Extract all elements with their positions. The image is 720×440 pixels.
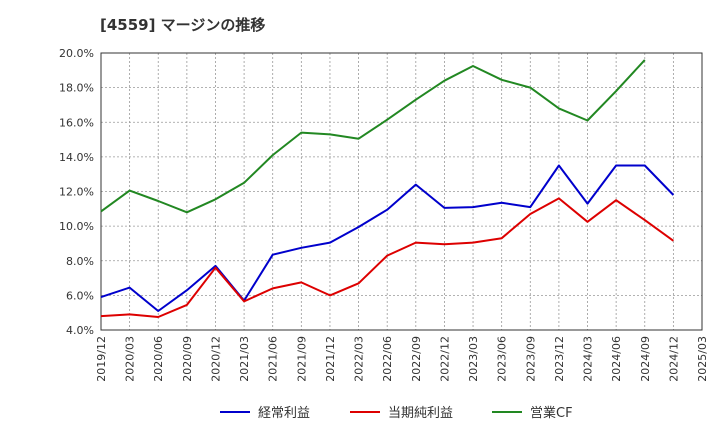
x-tick-label: 2025/03 bbox=[696, 336, 709, 382]
grid bbox=[100, 52, 703, 331]
series-lines bbox=[100, 59, 675, 318]
x-tick-label: 2020/03 bbox=[124, 336, 137, 382]
x-tick-label: 2021/06 bbox=[267, 336, 280, 382]
y-tick-label: 8.0% bbox=[66, 255, 94, 268]
y-tick-label: 16.0% bbox=[59, 116, 94, 129]
x-tick-label: 2020/12 bbox=[209, 336, 222, 382]
y-tick-label: 12.0% bbox=[59, 186, 94, 199]
x-tick-label: 2022/12 bbox=[438, 336, 451, 382]
x-tick-label: 2024/09 bbox=[639, 336, 652, 382]
x-tick-label: 2020/06 bbox=[152, 336, 165, 382]
x-tick-label: 2021/09 bbox=[295, 336, 308, 382]
x-tick-label: 2023/06 bbox=[496, 336, 509, 382]
x-tick-label: 2023/12 bbox=[553, 336, 566, 382]
x-tick-label: 2023/03 bbox=[467, 336, 480, 382]
y-tick-label: 10.0% bbox=[59, 220, 94, 233]
x-tick-label: 2021/03 bbox=[238, 336, 251, 382]
y-tick-label: 14.0% bbox=[59, 151, 94, 164]
axes: 4.0% 6.0% 8.0% 10.0% 12.0% 14.0% 16.0% 18.0% 20.… bbox=[59, 47, 709, 382]
y-tick-label: 20.0% bbox=[59, 47, 94, 60]
x-tick-label: 2022/09 bbox=[410, 336, 423, 382]
y-tick-label: 4.0% bbox=[66, 324, 94, 337]
legend-label-1: 経常利益 bbox=[258, 406, 310, 421]
x-tick-label: 2023/09 bbox=[524, 336, 537, 382]
x-tick-label: 2019/12 bbox=[95, 336, 108, 382]
plot-border bbox=[100, 52, 703, 331]
x-tick-label: 2022/06 bbox=[381, 336, 394, 382]
x-tick-label: 2022/03 bbox=[353, 336, 366, 382]
x-tick-label: 2021/12 bbox=[324, 336, 337, 382]
x-tick-label: 2024/06 bbox=[610, 336, 623, 382]
series-line-3 bbox=[100, 59, 646, 214]
legend: 経常利益 当期純利益 営業CF bbox=[220, 405, 573, 421]
legend-label-2: 当期純利益 bbox=[388, 406, 453, 421]
series-line-1 bbox=[100, 164, 675, 312]
y-tick-label: 18.0% bbox=[59, 82, 94, 95]
series-line-2 bbox=[100, 197, 674, 318]
legend-label-3: 営業CF bbox=[530, 405, 573, 421]
x-tick-label: 2024/03 bbox=[582, 336, 595, 382]
x-tick-label: 2024/12 bbox=[667, 336, 680, 382]
x-tick-label: 2020/09 bbox=[181, 336, 194, 382]
y-tick-label: 6.0% bbox=[66, 289, 94, 302]
chart-title: [4559] マージンの推移 bbox=[100, 16, 266, 34]
